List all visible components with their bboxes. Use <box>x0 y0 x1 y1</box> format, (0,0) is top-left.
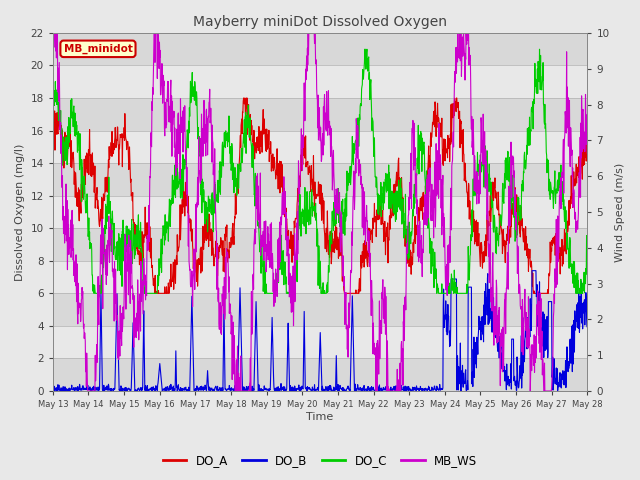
Text: MB_minidot: MB_minidot <box>63 44 132 54</box>
Y-axis label: Dissolved Oxygen (mg/l): Dissolved Oxygen (mg/l) <box>15 144 25 281</box>
X-axis label: Time: Time <box>307 412 333 422</box>
Bar <box>53 196 588 228</box>
Bar <box>53 261 588 293</box>
Title: Mayberry miniDot Dissolved Oxygen: Mayberry miniDot Dissolved Oxygen <box>193 15 447 29</box>
Bar <box>53 359 588 391</box>
Bar <box>53 65 588 98</box>
Bar <box>53 228 588 261</box>
Bar <box>53 98 588 131</box>
Bar <box>53 326 588 359</box>
Legend: DO_A, DO_B, DO_C, MB_WS: DO_A, DO_B, DO_C, MB_WS <box>158 449 482 472</box>
Bar <box>53 131 588 163</box>
Bar <box>53 293 588 326</box>
Y-axis label: Wind Speed (m/s): Wind Speed (m/s) <box>615 162 625 262</box>
Bar <box>53 163 588 196</box>
Bar <box>53 33 588 65</box>
